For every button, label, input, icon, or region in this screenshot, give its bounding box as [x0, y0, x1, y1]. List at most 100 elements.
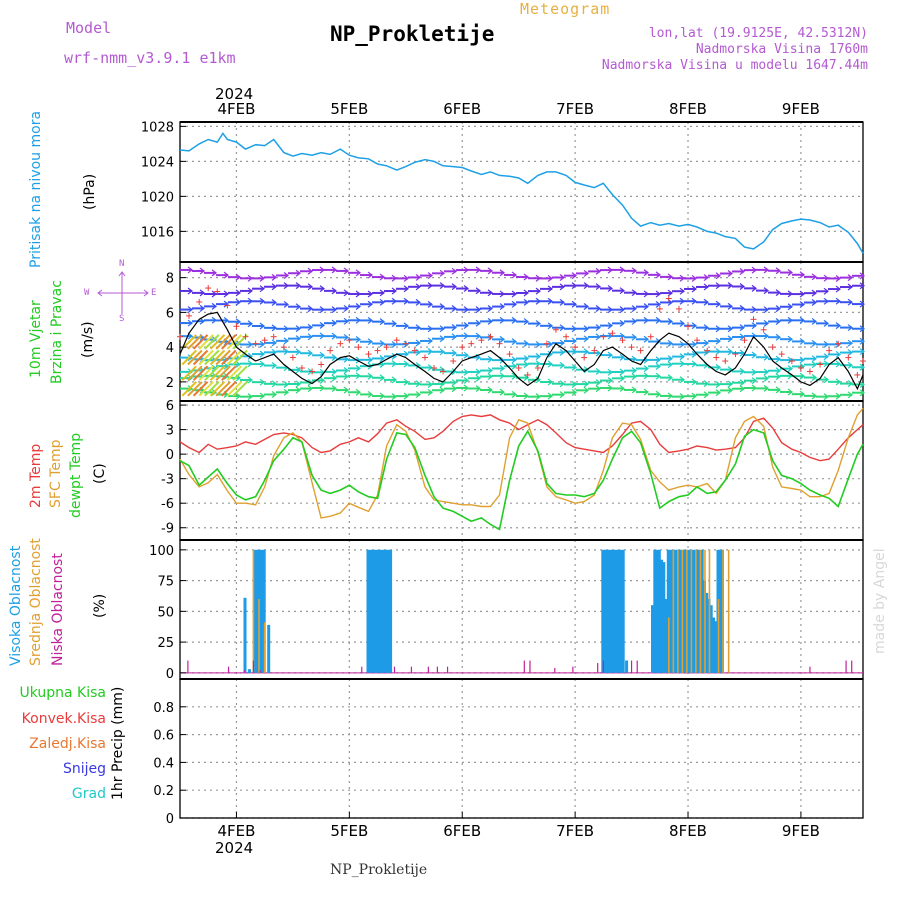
wind-arrow-head: [439, 282, 445, 290]
wind-arrow-head: [715, 337, 721, 345]
compass-rose-icon: [97, 271, 149, 314]
high-cloud-bar: [669, 549, 673, 673]
y-tick-label: 0.6: [153, 729, 174, 744]
wind-arrow-head: [835, 285, 841, 293]
wind-arrow-head: [463, 351, 469, 359]
wind-arrow-head: [187, 354, 193, 362]
wind-arrow-head: [487, 305, 493, 312]
wind-arrow-head: [247, 376, 253, 384]
wind-arrow-head: [331, 332, 337, 340]
x-tick-label-top: 5FEB: [330, 100, 368, 118]
wind-arrow-head: [571, 272, 577, 280]
high-cloud-bar: [610, 549, 614, 673]
high-cloud-bar: [253, 549, 257, 673]
wind-arrow-head: [535, 376, 541, 384]
panel-frames: [179, 121, 864, 819]
wind-arrow-head: [835, 392, 841, 400]
temp2m-ylabel: 2m Temp: [28, 443, 44, 508]
wind-arrow-head: [619, 287, 625, 295]
wind-arrow-head: [595, 349, 601, 357]
wind-arrow-head: [559, 339, 565, 347]
wind-arrow-head: [199, 304, 205, 312]
x-tick-label-bottom: 4FEB: [217, 822, 255, 840]
wind-arrow-head: [427, 300, 433, 308]
wind-arrow-head: [823, 376, 829, 384]
wind-arrow-head: [295, 303, 301, 311]
wind-arrow-head: [739, 379, 745, 387]
high-cloud-bar: [380, 549, 384, 673]
wind-arrow-head: [295, 335, 301, 343]
series-layer: [177, 132, 866, 674]
wind-arrow-head: [511, 372, 517, 380]
wind-arrow-head: [775, 267, 781, 275]
wind-arrow-head: [559, 298, 565, 306]
wind-arrow-head: [511, 290, 517, 298]
y-tick-label: 4: [166, 341, 174, 356]
y-tick-label: 0.2: [153, 784, 174, 799]
wind-arrow-head: [523, 355, 529, 363]
footer-title: NP_Prokletije: [330, 862, 428, 878]
wind-arrow-head: [295, 269, 301, 277]
wind-arrow-head: [583, 325, 589, 333]
wind-arrow-head: [799, 356, 805, 364]
wind-arrow-strong: [181, 381, 197, 397]
wind-arrow-head: [607, 322, 613, 330]
wind-arrow-head: [775, 305, 781, 313]
y-tick-label: -9: [161, 522, 174, 537]
panel-frame-temperature: [179, 400, 864, 541]
high-cloud-bar: [653, 549, 657, 673]
wind-arrow-head: [283, 271, 289, 279]
wind-arrow-head: [655, 316, 661, 324]
high-cloud-ylabel: Visoka Oblacnost: [8, 545, 24, 666]
wind-arrow-head: [331, 306, 337, 314]
wind-arrow-head: [319, 351, 325, 359]
wind-arrow-head: [307, 379, 313, 386]
y-tick-label: -3: [161, 473, 174, 488]
wind-arrow-head: [787, 303, 793, 311]
wind-arrow-head: [199, 267, 205, 275]
wind-arrow-head: [367, 372, 373, 380]
wind-arrow-head: [259, 274, 265, 282]
wind-arrow-head: [607, 377, 613, 385]
wind-arrow-head: [427, 388, 433, 396]
wind-arrow-head: [571, 363, 577, 371]
wind-arrow-head: [379, 289, 385, 297]
wind-arrow-head: [475, 319, 481, 327]
wind-arrow-head: [727, 325, 733, 333]
high-cloud-bar: [619, 549, 623, 673]
wind-arrow-head: [703, 298, 709, 306]
wind-arrow-head: [403, 322, 409, 330]
wind-arrow-head: [571, 389, 577, 396]
wind-arrow-head: [667, 339, 673, 347]
wind-arrow-head: [595, 379, 601, 387]
station-title: NP_Prokletije: [330, 22, 495, 46]
wind-arrow-head: [487, 367, 493, 375]
high-cloud-bar: [377, 549, 381, 673]
lonlat-text: lon,lat (19.9125E, 42.5312N): [648, 26, 868, 41]
wind-arrow-head: [499, 335, 505, 343]
wind-arrow-head: [391, 320, 397, 328]
wind-arrow-head: [835, 297, 841, 305]
wind-arrow-strong: [226, 334, 243, 350]
wind-arrow-head: [475, 385, 481, 392]
x-tick-label-bottom: 5FEB: [330, 822, 368, 840]
wind-arrow-head: [823, 353, 829, 361]
wind-arrow-head: [667, 355, 673, 363]
high-cloud-bar: [651, 605, 654, 673]
wind-arrow-head: [619, 332, 625, 340]
y-tick-label: 3: [166, 424, 174, 439]
wind-arrow-head: [403, 350, 409, 358]
wind-arrow-head: [415, 273, 421, 281]
wind-arrow-head: [343, 289, 349, 297]
wind-arrow-head: [343, 267, 349, 275]
wind-arrow-head: [679, 376, 685, 384]
model-value: wrf-nmm_v3.9.1 e1km: [64, 49, 236, 67]
pressure-series-line: [179, 132, 864, 254]
wind-arrow-head: [391, 376, 397, 384]
wind-arrow-head: [511, 390, 517, 398]
wind-arrow-head: [367, 390, 373, 398]
wind-arrow-head: [655, 271, 661, 279]
wind-arrow-strong: [221, 349, 237, 366]
wind-arrow-head: [415, 298, 421, 306]
wind-arrow-head: [367, 338, 373, 346]
